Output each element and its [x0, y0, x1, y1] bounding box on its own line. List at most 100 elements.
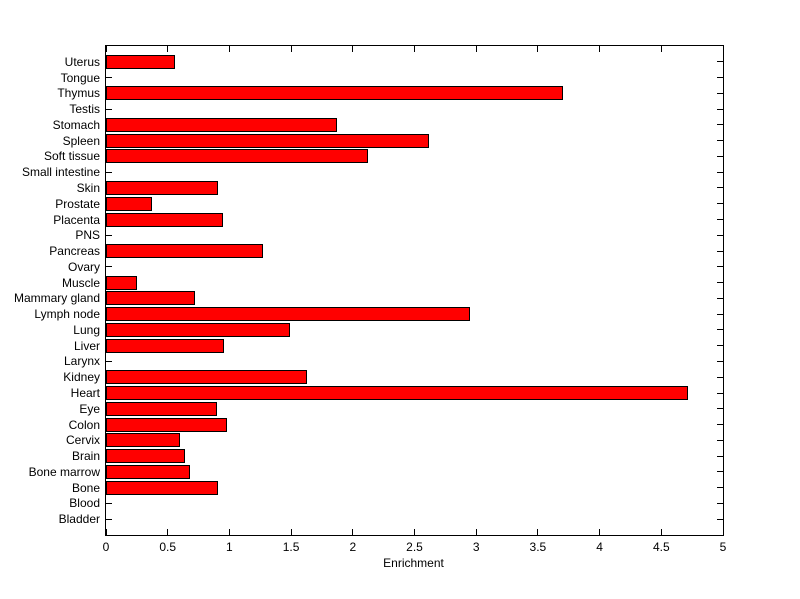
y-tick-label-ovary: Ovary — [67, 259, 100, 274]
y-tick-label-bone-marrow: Bone marrow — [28, 464, 100, 479]
x-axis-tick — [167, 46, 169, 52]
y-axis-tick — [717, 518, 723, 520]
bar-bone-marrow — [106, 464, 190, 479]
bar-skin — [106, 180, 219, 195]
y-tick-label-uterus: Uterus — [64, 54, 100, 69]
x-tick-label-2.5: 2.5 — [406, 540, 423, 554]
y-tick-label-mammary-gland: Mammary gland — [13, 291, 100, 306]
x-axis-label: Enrichment — [383, 556, 444, 570]
x-axis-tick — [228, 46, 230, 52]
y-axis-tick — [717, 124, 723, 126]
y-tick-label-small-intestine: Small intestine — [21, 165, 100, 180]
x-axis-tick — [290, 529, 292, 535]
y-axis-tick — [106, 502, 112, 504]
x-tick-label-1: 1 — [226, 540, 233, 554]
x-tick-label-0: 0 — [102, 540, 110, 554]
y-tick-label-pns: PNS — [75, 228, 100, 243]
y-axis-tick — [717, 108, 723, 110]
y-tick-label-bladder: Bladder — [58, 512, 100, 527]
x-axis-tick — [228, 529, 230, 535]
x-tick-label-4.5: 4.5 — [652, 540, 670, 554]
plot-area: Uterus Tongue Thymus Testis Stomach Spleen Sof… — [14, 45, 726, 554]
bar-colon — [106, 417, 227, 432]
bar-prostate — [106, 196, 152, 211]
y-tick-label-larynx: Larynx — [63, 354, 100, 369]
y-axis-tick — [717, 77, 723, 79]
y-axis-tick — [106, 108, 112, 110]
y-axis-tick — [717, 140, 723, 142]
x-axis-tick — [599, 46, 601, 52]
y-tick-label-tongue: Tongue — [60, 70, 100, 85]
y-tick-label-blood: Blood — [69, 496, 100, 511]
y-axis-tick — [717, 171, 723, 173]
x-tick-label-5: 5 — [719, 540, 727, 554]
bar-lymph-node — [106, 307, 471, 322]
y-tick-label-spleen: Spleen — [62, 133, 100, 148]
y-axis-tick — [717, 502, 723, 504]
y-axis-tick — [717, 187, 723, 189]
y-axis-tick — [717, 345, 723, 347]
x-tick-label-1.5: 1.5 — [282, 540, 300, 554]
y-axis-tick — [717, 203, 723, 205]
x-axis-tick — [599, 529, 601, 535]
y-tick-label-lung: Lung — [73, 322, 100, 337]
y-axis-tick — [106, 171, 112, 173]
y-tick-label-pancreas: Pancreas — [49, 244, 100, 259]
y-axis-tick — [717, 408, 723, 410]
y-axis-tick — [717, 250, 723, 252]
y-tick-label-soft-tissue: Soft tissue — [43, 149, 100, 164]
bar-cervix — [106, 433, 181, 448]
x-axis-tick — [105, 46, 107, 52]
bar-stomach — [106, 117, 337, 132]
y-axis-tick — [717, 455, 723, 457]
bar-muscle — [106, 275, 137, 290]
y-axis-tick — [717, 471, 723, 473]
x-axis-tick — [352, 529, 354, 535]
bar-kidney — [106, 370, 308, 385]
x-tick-label-2: 2 — [349, 540, 357, 554]
x-axis-tick — [722, 46, 724, 52]
y-axis-tick — [717, 424, 723, 426]
x-axis-tick — [475, 529, 477, 535]
x-axis-tick — [660, 529, 662, 535]
x-axis-tick — [290, 46, 292, 52]
y-axis-tick — [717, 234, 723, 236]
bar-soft-tissue — [106, 149, 368, 164]
y-axis-tick — [717, 329, 723, 331]
bar-spleen — [106, 133, 430, 148]
y-axis-tick — [717, 219, 723, 221]
x-axis-tick — [414, 529, 415, 535]
bar-liver — [106, 338, 225, 353]
y-tick-label-cervix: Cervix — [65, 433, 100, 448]
y-axis-tick — [717, 266, 723, 268]
bar-pancreas — [106, 244, 263, 259]
y-tick-label-stomach: Stomach — [52, 117, 100, 132]
y-axis-tick — [717, 297, 723, 299]
x-tick-label-3.5: 3.5 — [529, 540, 547, 554]
y-tick-label-lymph-node: Lymph node — [34, 307, 100, 322]
y-tick-label-muscle: Muscle — [61, 275, 100, 290]
y-tick-label-liver: Liver — [73, 338, 100, 353]
bar-mammary-gland — [106, 291, 195, 306]
y-axis-tick — [106, 234, 112, 236]
y-axis-tick — [717, 392, 723, 394]
bar-thymus — [106, 86, 563, 101]
y-axis-tick — [717, 360, 723, 362]
x-axis-tick — [660, 46, 662, 52]
y-axis-tick — [106, 77, 112, 79]
x-axis-tick — [167, 529, 169, 535]
y-axis-tick — [717, 313, 723, 315]
y-axis-tick — [717, 439, 723, 441]
x-axis-tick — [475, 46, 477, 52]
x-axis-tick — [722, 529, 724, 535]
y-tick-label-bone: Bone — [71, 480, 100, 495]
bar-brain — [106, 449, 185, 464]
y-axis-tick — [717, 61, 723, 63]
bar-bone — [106, 480, 219, 495]
x-tick-label-3: 3 — [472, 540, 480, 554]
x-axis-tick — [537, 529, 539, 535]
x-tick-label-4: 4 — [596, 540, 603, 554]
y-axis-tick — [106, 518, 112, 520]
y-tick-label-skin: Skin — [76, 180, 100, 195]
